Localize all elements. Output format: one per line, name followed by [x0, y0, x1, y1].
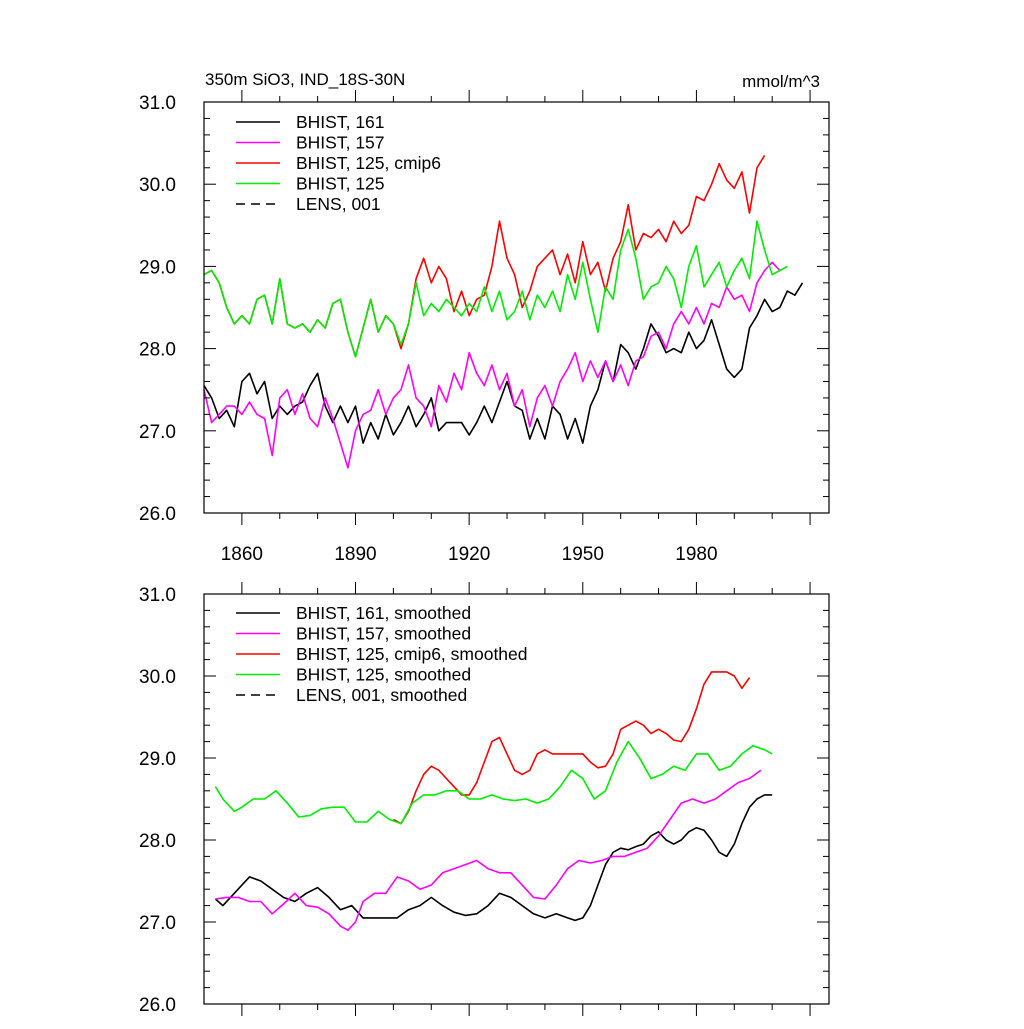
top-plot-frame: [203, 101, 830, 514]
top-legend-label: BHIST, 125: [296, 174, 385, 194]
bottom-legend-label: BHIST, 157, smoothed: [296, 624, 471, 644]
top-ytick-label: 31.0: [139, 93, 176, 114]
bottom-series-line-1: [215, 769, 762, 931]
top-series-line-3: [203, 220, 788, 358]
bottom-legend-label: BHIST, 161, smoothed: [296, 603, 471, 623]
bottom-tick-marks: [204, 582, 829, 1016]
top-legend-label: BHIST, 161: [296, 112, 385, 132]
units-label: mmol/m^3: [742, 72, 820, 91]
bottom-plot-frame: [203, 593, 830, 1005]
bottom-series-lines: [214, 671, 773, 931]
top-ytick-label: 30.0: [139, 175, 176, 196]
bottom-ytick-label: 26.0: [139, 995, 176, 1016]
top-ytick-label: 27.0: [139, 422, 176, 443]
bottom-series-line-0: [214, 794, 773, 922]
bottom-ytick-label: 28.0: [139, 831, 176, 852]
bottom-series-line-2: [393, 671, 751, 825]
top-ytick-label: 28.0: [139, 340, 176, 361]
top-panel: 26.0 27.0 28.0 29.0 30.0 31.0 1860 1890 1920 1950…: [139, 90, 830, 565]
top-legend-label: BHIST, 157: [296, 133, 385, 153]
top-legend-label: LENS, 001: [296, 194, 381, 214]
top-series-lines: [203, 154, 804, 469]
top-xtick-label: 1920: [448, 544, 490, 565]
top-series-line-2: [203, 154, 766, 358]
bottom-legend-label: LENS, 001, smoothed: [296, 685, 467, 705]
top-xtick-label: 1950: [562, 544, 604, 565]
top-legend-label: BHIST, 125, cmip6: [296, 153, 441, 173]
bottom-legend-label: BHIST, 125, cmip6, smoothed: [296, 644, 528, 664]
bottom-series-line-3: [214, 740, 773, 825]
bottom-ytick-label: 29.0: [139, 749, 176, 770]
top-xtick-label: 1890: [334, 544, 376, 565]
top-ytick-label: 26.0: [139, 504, 176, 525]
bottom-ytick-label: 27.0: [139, 913, 176, 934]
top-xtick-label: 1860: [221, 544, 263, 565]
top-xtick-label: 1980: [675, 544, 717, 565]
bottom-ytick-label: 30.0: [139, 667, 176, 688]
top-ytick-label: 29.0: [139, 257, 176, 278]
top-tick-marks: [204, 90, 829, 525]
bottom-panel: 26.0 27.0 28.0 29.0 30.0 31.0 BHIST, 161, smoo…: [139, 582, 830, 1016]
bottom-legend-label: BHIST, 125, smoothed: [296, 665, 471, 685]
top-series-line-1: [203, 261, 781, 469]
bottom-ytick-label: 31.0: [139, 585, 176, 606]
plot-title: 350m SiO3, IND_18S-30N: [205, 70, 405, 89]
